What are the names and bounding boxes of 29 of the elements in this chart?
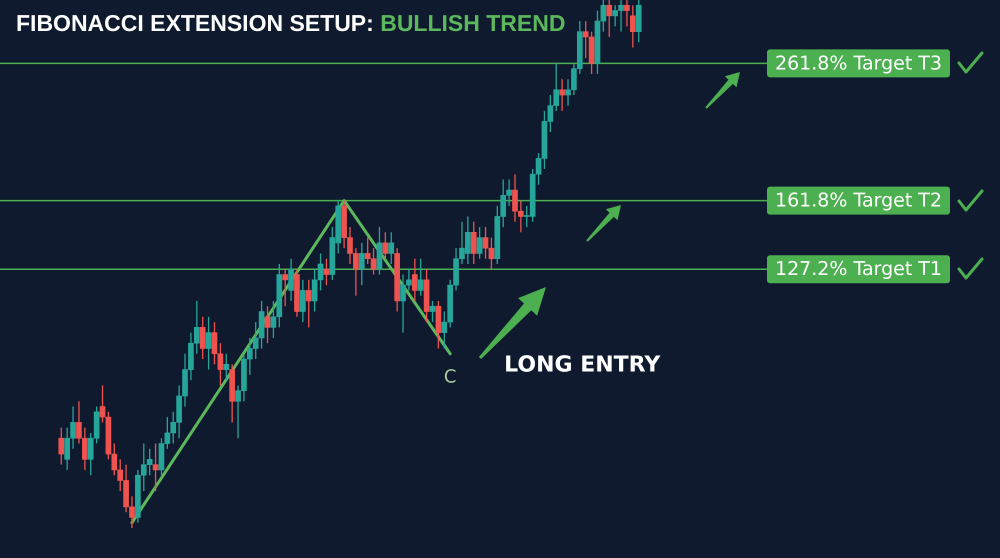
candlestick xyxy=(418,258,424,296)
annotation: C xyxy=(444,366,456,388)
candlestick xyxy=(630,4,636,48)
candlestick xyxy=(358,242,365,286)
candlestick xyxy=(606,0,612,38)
candlestick xyxy=(264,306,270,344)
candlestick xyxy=(559,78,565,112)
candlestick xyxy=(382,232,388,260)
candlestick xyxy=(58,427,64,466)
ref-line-label: 127.2% Target T1 xyxy=(775,258,942,280)
candlestick xyxy=(206,316,212,370)
candlestick xyxy=(412,258,418,302)
candlestick xyxy=(306,279,312,328)
candlestick xyxy=(300,279,306,323)
candlestick xyxy=(624,0,630,28)
chart-title: FIBONACCI EXTENSION SETUP: BULLISH TREND xyxy=(16,10,566,36)
candlestick xyxy=(152,442,158,492)
candlestick xyxy=(476,226,482,260)
candlestick xyxy=(324,258,330,286)
annotation: LONG ENTRY xyxy=(504,352,662,378)
candlestick xyxy=(282,268,288,307)
candlestick xyxy=(288,258,294,302)
ref-line-label: 261.8% Target T3 xyxy=(775,52,942,74)
candlestick xyxy=(388,232,394,265)
candlestick xyxy=(430,300,436,323)
candlestick xyxy=(470,221,477,265)
ref-line-label: 161.8% Target T2 xyxy=(775,190,942,212)
candlestick xyxy=(223,353,230,381)
candlestick xyxy=(200,316,206,360)
